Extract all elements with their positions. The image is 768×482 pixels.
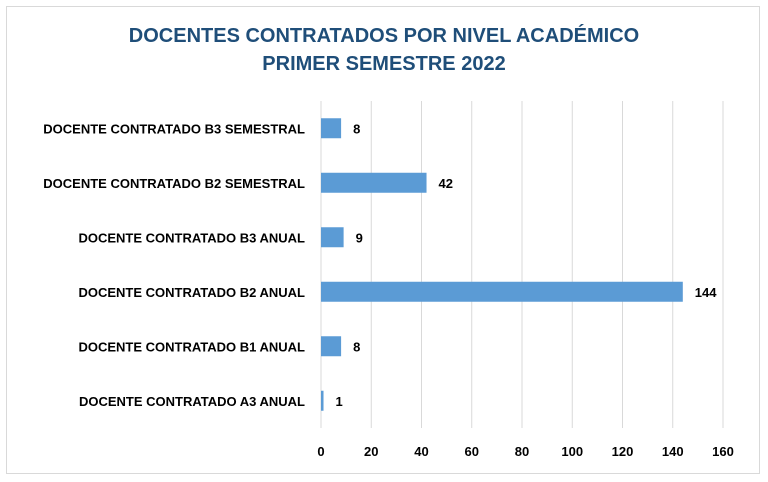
data-label: 1 [336, 394, 343, 409]
bar [321, 281, 683, 302]
bar [321, 172, 427, 193]
category-label: DOCENTE CONTRATADO B2 SEMESTRAL [43, 176, 305, 191]
bar [321, 227, 344, 248]
data-label: 144 [695, 285, 717, 300]
chart-title-line-1: DOCENTES CONTRATADOS POR NIVEL ACADÉMICO [128, 25, 640, 47]
data-label: 9 [356, 230, 363, 245]
x-tick-label: 160 [712, 444, 734, 459]
category-label: DOCENTE CONTRATADO B1 ANUAL [78, 339, 305, 354]
x-tick-label: 20 [364, 444, 378, 459]
bar [321, 118, 342, 139]
data-label: 8 [353, 339, 360, 354]
bar [321, 390, 324, 411]
x-tick-label: 100 [561, 444, 583, 459]
category-label: DOCENTE CONTRATADO A3 ANUAL [79, 394, 305, 409]
category-label: DOCENTE CONTRATADO B2 ANUAL [78, 285, 305, 300]
x-tick-label: 60 [465, 444, 479, 459]
x-tick-label: 120 [612, 444, 634, 459]
chart-title: DOCENTES CONTRATADOS POR NIVEL ACADÉMICO… [0, 22, 768, 78]
bar [321, 336, 342, 357]
data-label: 8 [353, 121, 360, 136]
x-tick-label: 140 [662, 444, 684, 459]
category-label: DOCENTE CONTRATADO B3 SEMESTRAL [43, 121, 305, 136]
chart-frame [6, 6, 760, 474]
category-label: DOCENTE CONTRATADO B3 ANUAL [78, 230, 305, 245]
data-label: 42 [439, 176, 453, 191]
x-tick-label: 0 [317, 444, 324, 459]
chart-title-line-2: PRIMER SEMESTRE 2022 [262, 53, 506, 75]
x-tick-label: 40 [414, 444, 428, 459]
x-tick-label: 80 [515, 444, 529, 459]
